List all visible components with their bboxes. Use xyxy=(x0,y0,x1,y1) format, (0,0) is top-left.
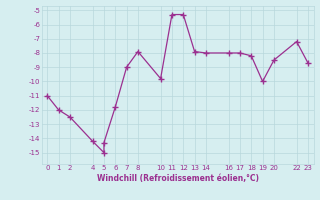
X-axis label: Windchill (Refroidissement éolien,°C): Windchill (Refroidissement éolien,°C) xyxy=(97,174,259,183)
